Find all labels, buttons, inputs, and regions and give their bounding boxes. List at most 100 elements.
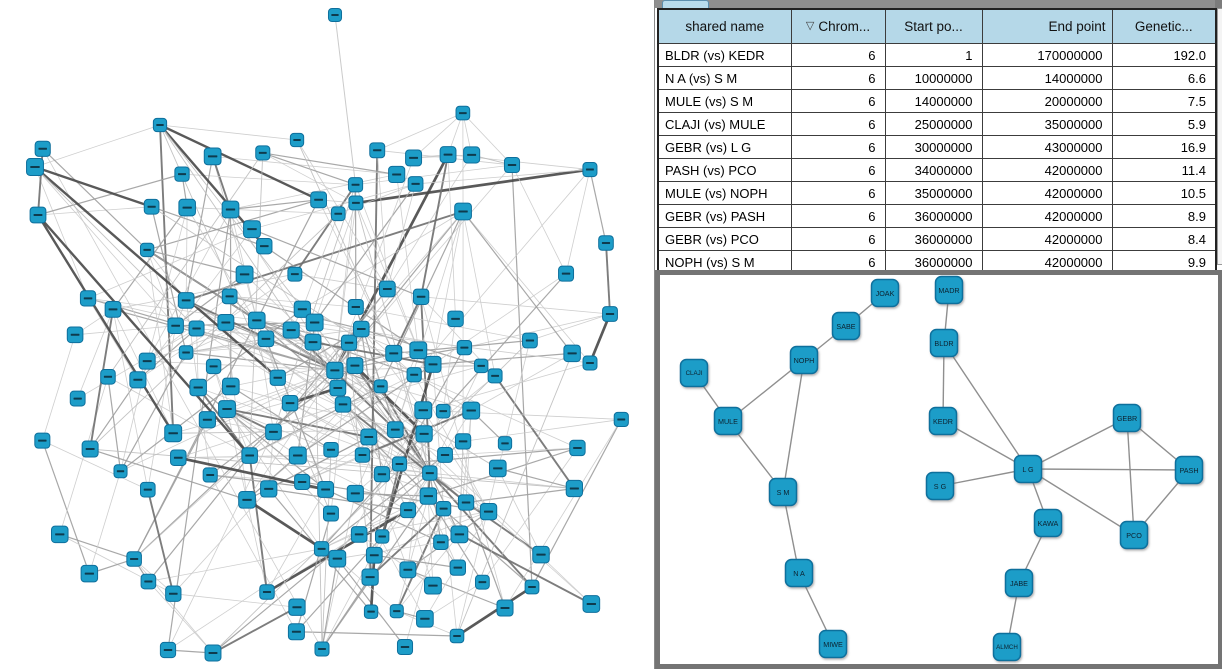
detail-network-canvas[interactable]: JOAK SABE NOPH CLAJI MULE S M N A MIWE MADR BLDR K… [660,275,1218,664]
overview-node[interactable] [293,300,311,318]
overview-node[interactable] [189,378,207,397]
overview-node[interactable] [170,449,187,466]
overview-node[interactable] [412,288,430,305]
overview-node[interactable] [322,505,339,522]
overview-node[interactable] [217,313,235,331]
overview-node[interactable] [255,145,271,161]
overview-node[interactable] [360,428,378,446]
overview-node[interactable] [152,117,168,133]
network-node-PCO[interactable]: PCO [1119,520,1149,550]
overview-node[interactable] [456,339,473,356]
overview-node[interactable] [218,400,236,418]
overview-node[interactable] [221,200,240,219]
overview-node[interactable] [205,358,222,375]
overview-node[interactable] [347,299,364,315]
overview-node[interactable] [143,198,160,215]
overview-node[interactable] [347,177,364,193]
overview-node[interactable] [473,358,489,374]
overview-network-canvas[interactable] [0,0,653,669]
overview-node[interactable] [313,541,330,557]
table-row[interactable]: NOPH (vs) S M 6 36000000 42000000 9.9 [657,250,1217,275]
overview-node[interactable] [409,341,428,360]
overview-node[interactable] [405,149,423,167]
overview-node[interactable] [346,484,364,502]
overview-node[interactable] [524,579,540,595]
table-row[interactable]: GEBR (vs) PCO 6 36000000 42000000 8.4 [657,227,1217,251]
overview-node[interactable] [204,644,222,662]
overview-node[interactable] [378,280,396,298]
overview-node[interactable] [287,623,305,641]
overview-node[interactable] [241,447,258,464]
overview-node[interactable] [488,459,507,478]
table-row[interactable]: CLAJI (vs) MULE 6 25000000 35000000 5.9 [657,112,1217,136]
overview-node[interactable] [314,641,330,657]
overview-node[interactable] [497,436,513,451]
overview-node[interactable] [238,491,256,509]
overview-node[interactable] [385,344,403,362]
overview-node[interactable] [563,344,581,363]
overview-node[interactable] [305,313,324,332]
overview-node[interactable] [424,355,442,373]
overview-node[interactable] [140,573,157,590]
overview-node[interactable] [462,401,481,420]
overview-node[interactable] [463,146,481,164]
overview-node[interactable] [66,326,84,344]
network-node-CLAJI[interactable]: CLAJI [679,358,709,388]
overview-node[interactable] [243,220,261,239]
overview-node[interactable] [439,146,457,163]
overview-node[interactable] [257,330,275,348]
overview-node[interactable] [582,162,598,178]
network-node-MADR[interactable]: MADR [934,275,964,305]
column-header-start-point[interactable]: Start po... [884,8,983,44]
overview-node[interactable] [260,480,278,498]
overview-node[interactable] [407,176,424,192]
overview-node[interactable] [80,564,99,583]
overview-node[interactable] [435,403,451,419]
overview-node[interactable] [256,237,273,255]
overview-node[interactable] [400,502,417,519]
overview-node[interactable] [373,466,390,483]
table-row[interactable]: GEBR (vs) PASH 6 36000000 42000000 8.9 [657,204,1217,228]
network-node-PASH[interactable]: PASH [1174,455,1204,485]
overview-node[interactable] [598,235,614,251]
overview-node[interactable] [81,440,99,458]
overview-node[interactable] [406,367,422,383]
table-tab[interactable] [662,0,709,8]
column-header-chromosome[interactable]: ▽ Chrom... [790,8,886,44]
overview-node[interactable] [435,501,452,517]
overview-node[interactable] [569,439,586,457]
overview-node[interactable] [424,576,442,595]
overview-node[interactable] [104,301,122,318]
overview-node[interactable] [222,377,240,396]
overview-node[interactable] [422,465,438,481]
network-node-JOAK[interactable]: JOAK [870,278,900,308]
overview-node[interactable] [522,332,538,349]
overview-node[interactable] [165,585,182,602]
overview-node[interactable] [454,433,472,450]
overview-node[interactable] [287,266,303,282]
table-row[interactable]: MULE (vs) S M 6 14000000 20000000 7.5 [657,89,1217,113]
overview-node[interactable] [350,526,368,543]
overview-node[interactable] [386,421,404,438]
network-node-NOPH[interactable]: NOPH [789,345,819,375]
overview-node[interactable] [613,411,629,428]
overview-node[interactable] [328,549,347,568]
overview-node[interactable] [159,641,177,659]
overview-node[interactable] [100,369,116,385]
overview-node[interactable] [129,371,147,389]
overview-node[interactable] [346,357,364,375]
overview-node[interactable] [558,265,575,282]
overview-node[interactable] [455,105,471,121]
overview-node[interactable] [310,191,328,209]
overview-node[interactable] [167,317,184,334]
overview-node[interactable] [289,132,305,148]
overview-node[interactable] [330,206,346,222]
overview-node[interactable] [203,147,222,166]
network-node-KEDR[interactable]: KEDR [928,406,958,436]
overview-node[interactable] [437,447,453,463]
network-node-GEBR[interactable]: GEBR [1112,403,1142,433]
column-header-shared-name[interactable]: shared name [657,8,792,44]
overview-node[interactable] [582,595,601,613]
overview-node[interactable] [29,206,47,224]
overview-node[interactable] [361,568,379,586]
